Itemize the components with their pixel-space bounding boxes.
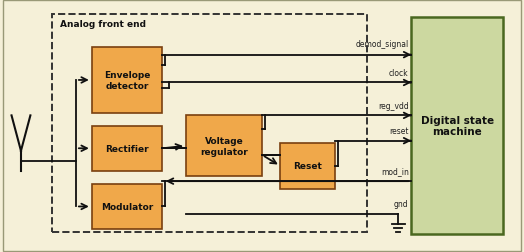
- Text: Envelope
detector: Envelope detector: [104, 71, 150, 91]
- Bar: [92, 126, 162, 171]
- Text: demod_signal: demod_signal: [355, 40, 409, 49]
- Text: Voltage
regulator: Voltage regulator: [200, 136, 248, 156]
- Text: Reset: Reset: [293, 162, 322, 171]
- Text: clock: clock: [389, 69, 409, 78]
- Bar: [411, 18, 503, 234]
- Bar: [92, 184, 162, 229]
- Text: Digital state
machine: Digital state machine: [421, 115, 494, 137]
- Text: reg_vdd: reg_vdd: [378, 101, 409, 110]
- Text: gnd: gnd: [394, 200, 409, 209]
- Text: mod_in: mod_in: [381, 167, 409, 176]
- Text: reset: reset: [389, 127, 409, 136]
- Text: Analog front end: Analog front end: [60, 20, 146, 29]
- Text: Modulator: Modulator: [101, 202, 153, 211]
- Bar: [280, 144, 335, 189]
- Bar: [186, 116, 262, 176]
- Bar: [92, 48, 162, 113]
- Bar: [52, 15, 367, 232]
- Text: Rectifier: Rectifier: [105, 144, 149, 153]
